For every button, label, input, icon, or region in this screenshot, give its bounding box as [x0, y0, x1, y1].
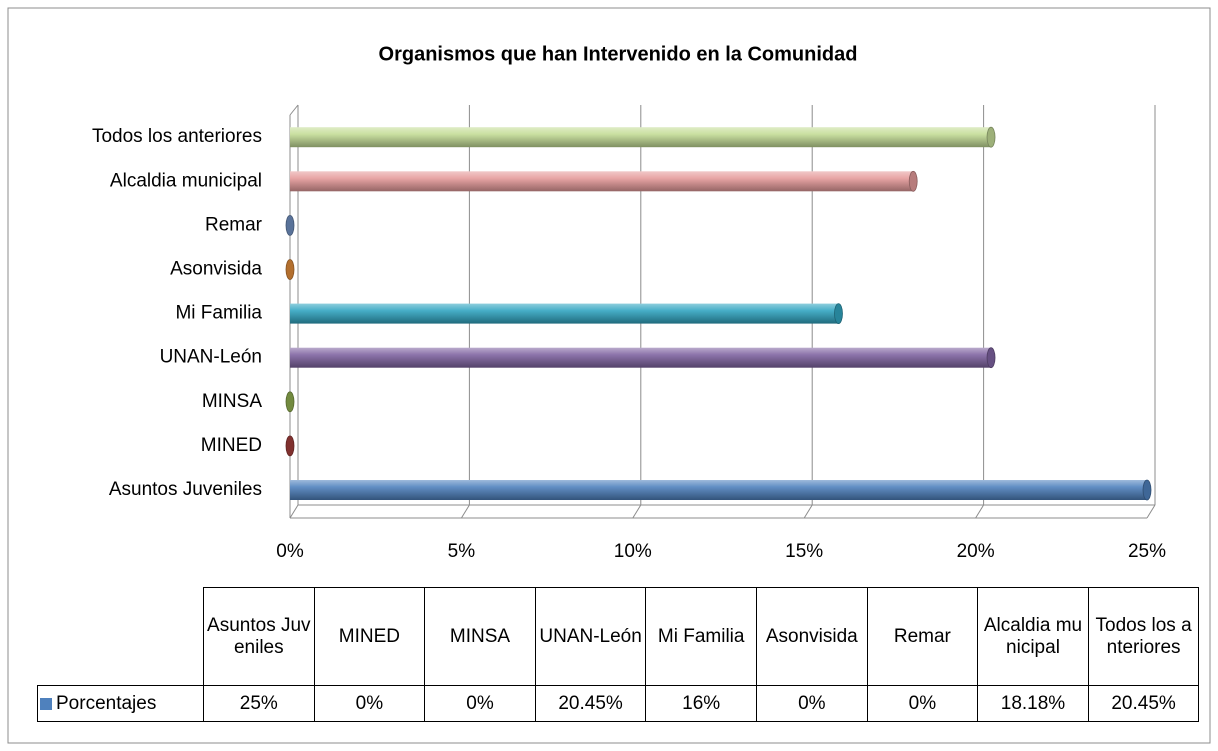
axis-left-top — [289, 104, 299, 116]
table-value: 20.45% — [1087, 685, 1200, 722]
table-value: 25% — [203, 685, 315, 722]
table-header: Asonvisida — [756, 587, 868, 686]
legend-swatch — [40, 697, 52, 710]
chart-title: Organismos que han Intervenido en la Com… — [379, 43, 858, 65]
table-value: 0% — [866, 685, 979, 722]
bar-cap — [986, 126, 996, 148]
table-header: Remar — [866, 587, 979, 686]
bar — [290, 303, 839, 324]
x-tick-label: 10% — [614, 541, 652, 562]
table-value: 20.45% — [534, 685, 647, 722]
legend-label: Porcentajes — [56, 692, 157, 714]
bar-cap — [285, 214, 295, 236]
table-header: MINSA — [424, 587, 536, 686]
bar-cap — [986, 347, 996, 369]
table-header: Todos los anteriores — [1087, 587, 1200, 686]
y-tick-label: MINSA — [202, 391, 263, 412]
table-value: 0% — [424, 685, 536, 722]
bar — [290, 127, 992, 148]
table-header: MINED — [313, 587, 426, 686]
y-tick-label: Todos los anteriores — [92, 126, 262, 147]
grid-line-floor — [460, 504, 470, 519]
y-tick-label: Remar — [205, 214, 263, 235]
table-header: Mi Familia — [645, 587, 757, 686]
y-tick-label: Asonvisida — [170, 259, 262, 280]
grid-line-floor — [975, 504, 985, 519]
x-tick-label: 5% — [448, 541, 476, 562]
bar — [290, 480, 1147, 500]
y-tick-label: UNAN-León — [160, 347, 262, 368]
y-tick-label: MINED — [201, 435, 262, 456]
table-header: UNAN-León — [534, 587, 647, 686]
bar — [290, 171, 914, 192]
bar-cap — [834, 303, 843, 325]
y-tick-label: Alcaldia municipal — [110, 170, 262, 191]
x-tick-label: 15% — [785, 541, 823, 562]
bar — [290, 347, 992, 368]
table-header: Alcaldia municipal — [977, 587, 1089, 686]
table-value: 0% — [756, 685, 868, 722]
x-tick-label: 0% — [276, 541, 304, 562]
y-tick-label: Mi Familia — [175, 303, 262, 324]
bar-cap — [285, 435, 295, 457]
grid-line-floor — [289, 504, 299, 519]
bar-cap — [1142, 479, 1152, 501]
table-value: 0% — [313, 685, 426, 722]
x-tick-label: 20% — [957, 541, 995, 562]
bar-cap — [908, 170, 918, 192]
bar-cap — [285, 391, 295, 413]
x-tick-label: 25% — [1128, 541, 1166, 562]
grid-line-floor — [632, 504, 642, 519]
table-legend: Porcentajes — [37, 685, 204, 722]
bar-cap — [285, 259, 295, 280]
y-tick-label: Asuntos Juveniles — [109, 479, 262, 500]
table-value: 18.18% — [977, 685, 1089, 722]
grid-line-floor — [803, 504, 813, 519]
grid-line-floor — [1146, 504, 1156, 519]
table-value: 16% — [645, 685, 757, 722]
table-header: Asuntos Juveniles — [203, 587, 315, 686]
